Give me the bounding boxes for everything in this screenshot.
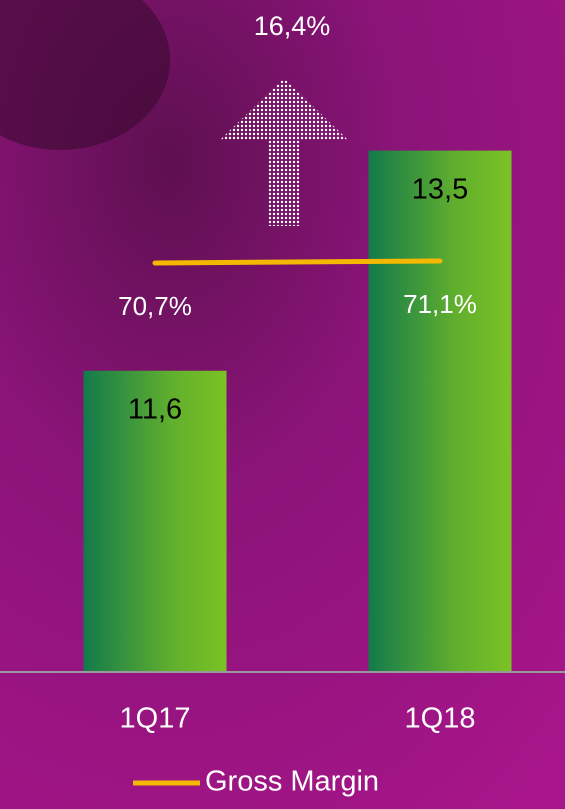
- x-tick-label: 1Q18: [405, 703, 476, 735]
- bar: [368, 150, 512, 672]
- gross-margin-line: [152, 258, 443, 266]
- x-tick-label: 1Q17: [120, 703, 191, 735]
- bar-value-label: 13,5: [412, 173, 468, 205]
- legend-label: Gross Margin: [205, 766, 379, 798]
- bar: [83, 370, 227, 672]
- line-value-label: 70,7%: [118, 291, 192, 321]
- bar-value-label: 11,6: [128, 393, 182, 425]
- growth-annotation: 16,4%: [254, 11, 331, 41]
- line-value-label: 71,1%: [403, 289, 477, 319]
- background-shape: [0, 0, 170, 150]
- increase-arrow: [220, 78, 348, 226]
